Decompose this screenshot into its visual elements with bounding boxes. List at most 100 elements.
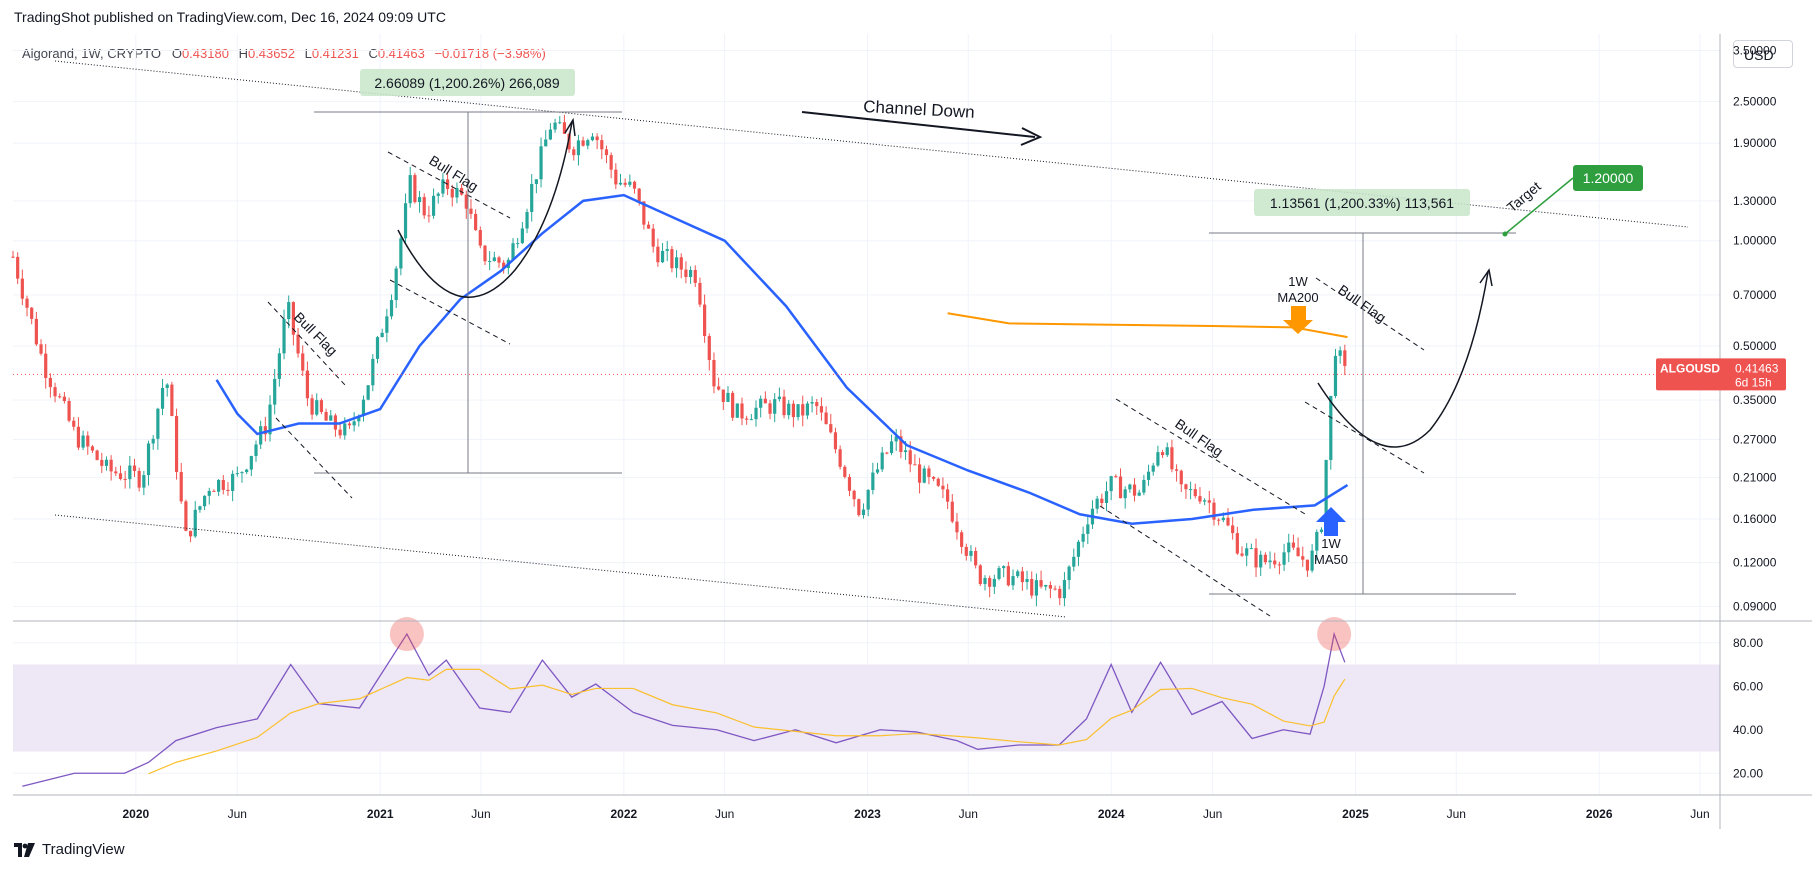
candle-body bbox=[1048, 585, 1053, 589]
candle-body bbox=[193, 509, 197, 537]
candle-body bbox=[343, 423, 347, 436]
candle-body bbox=[889, 441, 894, 454]
candle-body bbox=[693, 270, 697, 283]
candle-body bbox=[371, 358, 375, 386]
candle-body bbox=[660, 250, 665, 263]
candle-body bbox=[960, 532, 964, 547]
candle-body bbox=[969, 550, 973, 556]
candle-body bbox=[1305, 559, 1310, 571]
candle-body bbox=[829, 424, 833, 433]
candle-body bbox=[782, 396, 786, 416]
channel-label: Channel Down bbox=[863, 97, 975, 122]
candle-body bbox=[1184, 484, 1188, 490]
candle-body bbox=[688, 270, 693, 278]
price-tick-label: 0.16000 bbox=[1733, 512, 1777, 526]
candle-body bbox=[866, 489, 870, 510]
price-tick-label: 0.50000 bbox=[1733, 339, 1777, 353]
candle-body bbox=[81, 435, 85, 448]
candle-body bbox=[333, 415, 338, 430]
candle-body bbox=[151, 438, 155, 444]
candle-body bbox=[964, 546, 968, 556]
time-tick-label: Jun bbox=[959, 807, 978, 821]
candle-body bbox=[20, 278, 24, 299]
candle-body bbox=[1123, 489, 1127, 499]
time-tick-label: Jun bbox=[471, 807, 490, 821]
footer-brand[interactable]: TradingView bbox=[14, 841, 125, 858]
currency-button[interactable]: USD bbox=[1733, 40, 1793, 68]
candle-body bbox=[361, 399, 366, 416]
time-tick-label: 2026 bbox=[1586, 807, 1613, 821]
candle-body bbox=[1076, 541, 1081, 557]
candle-body bbox=[1160, 452, 1165, 456]
candle-body bbox=[1095, 498, 1099, 509]
candle-body bbox=[777, 396, 781, 400]
candle-body bbox=[946, 489, 950, 502]
candle-body bbox=[273, 378, 277, 405]
time-tick-label: 2020 bbox=[122, 807, 149, 821]
candle-body bbox=[861, 509, 866, 516]
candle-body bbox=[464, 194, 468, 209]
close-label: C bbox=[368, 46, 378, 61]
ma50-line bbox=[215, 193, 1349, 526]
open-label: O bbox=[171, 46, 182, 61]
candle-body bbox=[338, 429, 342, 436]
candle-body bbox=[375, 337, 380, 359]
candle-body bbox=[352, 421, 356, 426]
rsi-ma-line bbox=[148, 668, 1346, 775]
rsi-tick-label: 20.00 bbox=[1733, 766, 1763, 780]
candle-body bbox=[562, 122, 567, 134]
candle-body bbox=[815, 402, 819, 407]
candle-body bbox=[516, 243, 520, 245]
candle-body bbox=[731, 392, 735, 418]
candle-body bbox=[1058, 588, 1062, 599]
candle-body bbox=[674, 257, 679, 269]
flag4-top bbox=[1315, 277, 1425, 351]
candle-body bbox=[899, 436, 903, 453]
price-tick-label: 0.35000 bbox=[1733, 393, 1777, 407]
candle-body bbox=[160, 387, 165, 409]
candle-body bbox=[1291, 542, 1296, 548]
overlays bbox=[13, 60, 1720, 618]
rsi-peak-marker-2021 bbox=[389, 617, 424, 652]
measure-2-label: 1.13561 (1,200.33%) 113,561 bbox=[1270, 195, 1454, 211]
ma50-label-line2: MA50 bbox=[1314, 552, 1348, 567]
candle-body bbox=[950, 501, 954, 522]
candle-body bbox=[422, 197, 426, 216]
candle-body bbox=[917, 464, 922, 483]
candle-body bbox=[773, 399, 777, 414]
flag1-top bbox=[387, 151, 511, 219]
symbol-name[interactable]: Algorand, 1W, CRYPTO bbox=[22, 46, 161, 61]
candle-body bbox=[268, 404, 272, 435]
ma200-arrow-icon bbox=[1283, 306, 1313, 334]
candle-body bbox=[740, 403, 744, 419]
candle-body bbox=[824, 412, 828, 425]
price-tick-label: 2.50000 bbox=[1733, 95, 1777, 109]
candle-body bbox=[922, 468, 926, 483]
rsi-tick-label: 80.00 bbox=[1733, 636, 1763, 650]
candle-body bbox=[16, 256, 20, 279]
candle-body bbox=[768, 403, 772, 414]
candle-body bbox=[1030, 579, 1034, 596]
candle-body bbox=[319, 400, 324, 412]
candle-body bbox=[366, 385, 370, 400]
candle-body bbox=[48, 377, 52, 388]
price-tick-label: 1.30000 bbox=[1733, 194, 1777, 208]
candle-body bbox=[1104, 491, 1109, 504]
candle-body bbox=[249, 456, 253, 470]
candle-body bbox=[1132, 484, 1137, 496]
candle-body bbox=[1170, 447, 1174, 470]
candle-body bbox=[277, 353, 281, 379]
candle-body bbox=[1203, 500, 1207, 502]
candle-body bbox=[1245, 548, 1249, 556]
candle-body bbox=[483, 245, 487, 262]
candle-body bbox=[385, 316, 389, 333]
candle-body bbox=[721, 389, 725, 402]
candle-body bbox=[1282, 552, 1286, 565]
bull-flag-label-1: Bull Flag bbox=[426, 152, 481, 194]
bull-flag-label-4: Bull Flag bbox=[1335, 281, 1389, 325]
candle-body bbox=[880, 452, 884, 470]
rsi-peak-marker-2024 bbox=[1317, 617, 1352, 652]
candle-body bbox=[44, 353, 48, 378]
candle-body bbox=[1338, 350, 1342, 356]
